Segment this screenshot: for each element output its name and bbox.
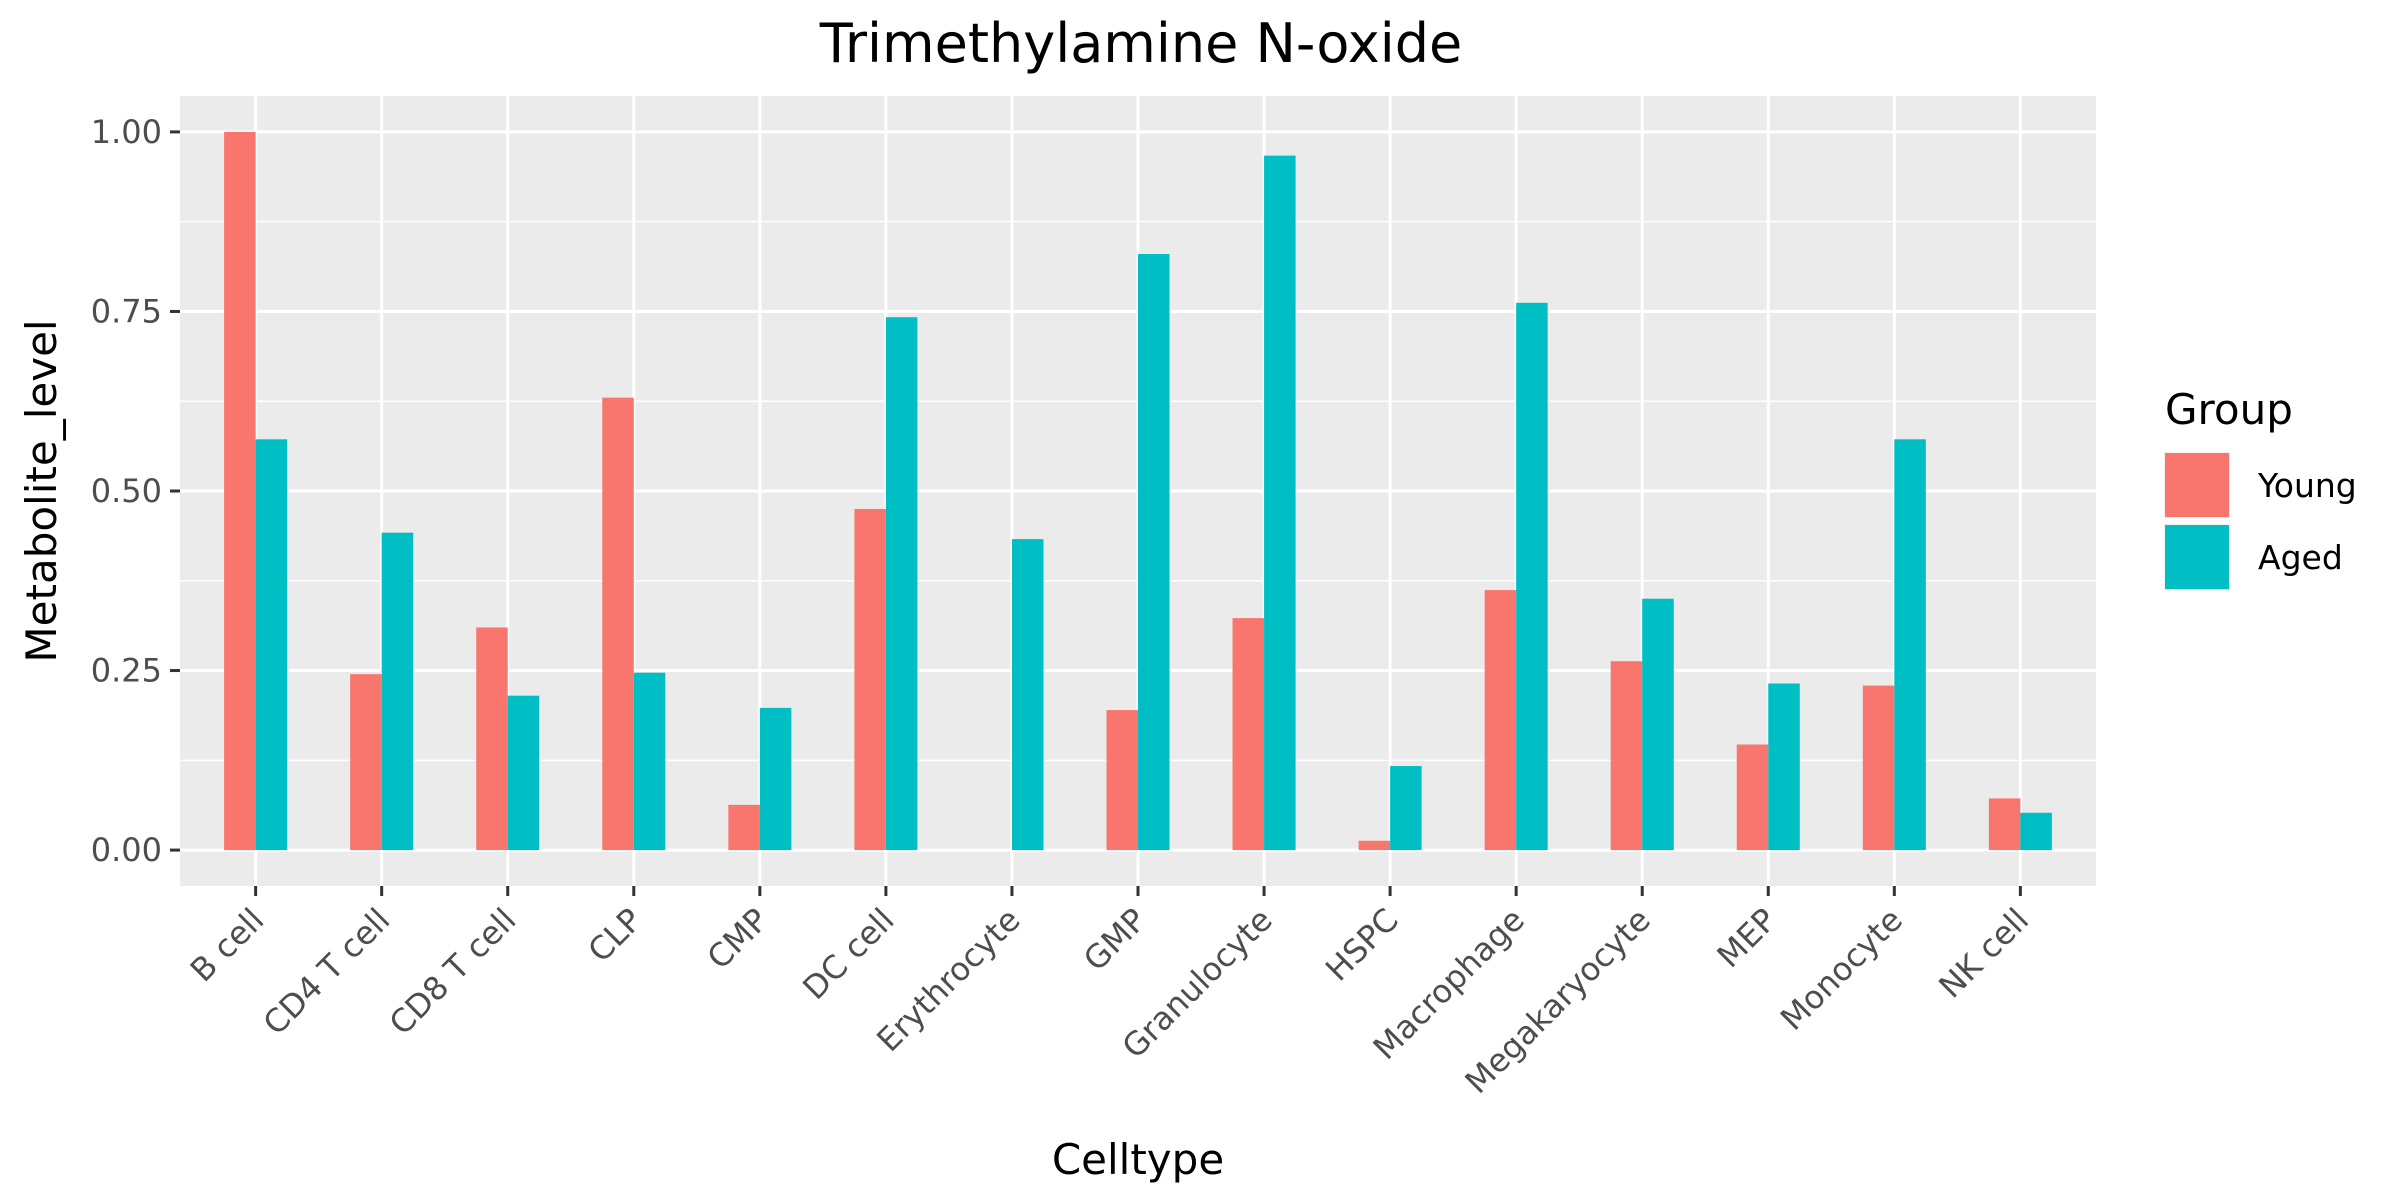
x-tick-label: CD4 T cell — [256, 901, 398, 1043]
x-tick-label: CLP — [581, 901, 650, 970]
bar-young — [854, 508, 886, 851]
bar-young — [1988, 798, 2021, 851]
x-tick-label: CD8 T cell — [382, 901, 524, 1043]
y-tick-label: 1.00 — [91, 113, 162, 151]
bar-young — [476, 627, 508, 851]
bar-young — [1484, 590, 1517, 851]
x-tick-label: Monocyte — [1773, 901, 1910, 1038]
bar-young — [1106, 710, 1138, 851]
y-axis: 0.00 0.25 0.50 0.75 1.00 — [91, 113, 180, 869]
bar-aged — [381, 532, 414, 851]
bar-young — [224, 131, 256, 851]
y-tick-label: 0.75 — [91, 292, 162, 330]
x-tick-label: NK cell — [1931, 901, 2036, 1006]
bar-aged — [885, 317, 918, 851]
x-tick-label: DC cell — [795, 901, 901, 1007]
chart-title: Trimethylamine N-oxide — [819, 12, 1462, 75]
x-axis-title: Celltype — [1052, 1135, 1224, 1184]
x-tick-label: B cell — [183, 901, 272, 990]
bar-young — [350, 674, 382, 851]
legend-label: Aged — [2258, 538, 2343, 577]
bar-young — [1610, 661, 1643, 851]
bar-aged — [633, 672, 666, 851]
bar-aged — [1390, 766, 1422, 851]
x-tick-label: GMP — [1076, 901, 1154, 979]
bars-layer — [224, 131, 2052, 851]
bar-aged — [1642, 598, 1674, 851]
y-axis-title: Metabolite_level — [17, 319, 66, 662]
bar-aged — [507, 695, 540, 851]
y-tick-label: 0.50 — [91, 472, 162, 510]
y-tick-label: 0.00 — [91, 831, 162, 869]
bar-aged — [1516, 302, 1548, 851]
legend-label: Young — [2257, 466, 2357, 505]
bar-aged — [1264, 155, 1296, 851]
legend-key-young — [2165, 453, 2229, 517]
bar-aged — [1768, 683, 1800, 851]
bar-young — [602, 397, 634, 851]
y-tick-label: 0.25 — [91, 652, 162, 690]
bar-young — [1232, 618, 1265, 851]
x-tick-label: HSPC — [1318, 901, 1406, 989]
bar-aged — [1138, 254, 1170, 851]
bar-aged — [1894, 439, 1926, 851]
x-tick-label: MEP — [1710, 901, 1784, 975]
legend-title: Group — [2165, 385, 2293, 434]
bar-young — [728, 804, 760, 851]
bar-aged — [1011, 539, 1044, 851]
bar-young — [1358, 840, 1391, 851]
legend-key-aged — [2165, 525, 2229, 589]
bar-aged — [759, 707, 792, 851]
legend: Group Young Aged — [2164, 385, 2357, 590]
bar-aged — [255, 439, 288, 851]
bar-young — [1736, 744, 1769, 851]
bar-young — [1862, 685, 1895, 851]
x-tick-label: CMP — [700, 901, 776, 977]
bar-aged — [2020, 812, 2052, 851]
